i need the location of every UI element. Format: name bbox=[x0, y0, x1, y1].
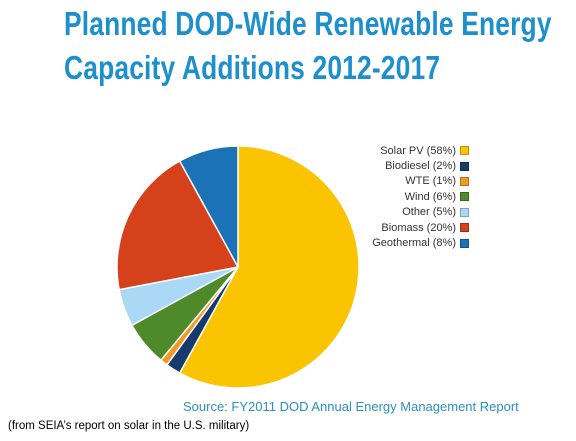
legend-item-wind: Wind (6%) bbox=[355, 189, 469, 204]
legend-label: Wind (6%) bbox=[404, 190, 456, 203]
legend-swatch bbox=[460, 146, 469, 156]
legend-item-other: Other (5%) bbox=[355, 205, 469, 220]
legend-swatch bbox=[460, 161, 469, 171]
legend-swatch bbox=[460, 207, 469, 217]
legend-label: Solar PV (58%) bbox=[380, 144, 456, 157]
legend-item-geothermal: Geothermal (8%) bbox=[355, 235, 469, 250]
legend-item-solar-pv: Solar PV (58%) bbox=[355, 143, 469, 158]
legend-swatch bbox=[460, 192, 469, 202]
legend-label: Other (5%) bbox=[402, 206, 456, 219]
chart-legend: Solar PV (58%) Biodiesel (2%) WTE (1%) Wind… bbox=[355, 143, 469, 251]
legend-item-wte: WTE (1%) bbox=[355, 174, 469, 189]
chart-title-line-2: Capacity Additions 2012-2017 bbox=[64, 49, 441, 86]
legend-label: Biodiesel (2%) bbox=[385, 160, 456, 173]
legend-label: Biomass (20%) bbox=[381, 221, 456, 234]
legend-swatch bbox=[460, 223, 469, 233]
legend-item-biomass: Biomass (20%) bbox=[355, 220, 469, 235]
source-note: Source: FY2011 DOD Annual Energy Managem… bbox=[183, 399, 519, 414]
pie-slice-solar-pv bbox=[178, 145, 360, 389]
legend-swatch bbox=[460, 238, 469, 248]
pie-slice-geothermal bbox=[178, 145, 239, 268]
caption: (from SEIA’s report on solar in the U.S.… bbox=[8, 420, 250, 432]
legend-label: WTE (1%) bbox=[405, 175, 456, 188]
legend-label: Geothermal (8%) bbox=[372, 237, 456, 250]
legend-item-biodiesel: Biodiesel (2%) bbox=[355, 158, 469, 173]
pie-slice-biomass bbox=[116, 159, 240, 291]
legend-swatch bbox=[460, 176, 469, 186]
